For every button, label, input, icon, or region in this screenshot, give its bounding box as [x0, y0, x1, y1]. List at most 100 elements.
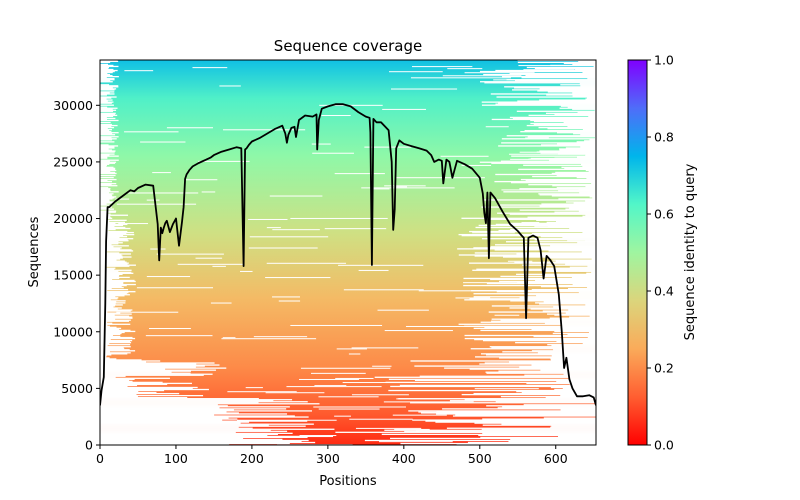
gap-right: [587, 336, 596, 339]
gap-right: [415, 430, 596, 432]
gap-right: [399, 384, 596, 387]
gap-right: [410, 402, 596, 404]
gap-right: [500, 275, 596, 278]
gap-right: [494, 180, 596, 183]
gap-left: [100, 71, 113, 74]
gap-right: [579, 83, 596, 85]
gap-left: [100, 131, 112, 133]
gap-right: [586, 272, 596, 274]
gap-inner: [212, 265, 226, 267]
gap-right: [464, 334, 596, 337]
gap-right: [559, 148, 596, 150]
gap-right: [474, 255, 596, 257]
gap-left: [100, 127, 108, 130]
gap-right: [514, 87, 596, 89]
gap-inner: [507, 260, 533, 262]
gap-left: [100, 239, 128, 241]
gap-left: [100, 426, 239, 428]
gap-left: [100, 440, 302, 443]
gap-left: [100, 212, 108, 214]
gap-right: [550, 359, 596, 361]
gap-right: [496, 291, 596, 293]
gap-right: [474, 422, 596, 424]
gap-left: [100, 291, 136, 293]
gap-right: [446, 427, 596, 429]
gap-right: [509, 361, 596, 363]
gap-left: [100, 176, 114, 179]
gap-inner: [519, 151, 596, 153]
gap-left: [100, 317, 133, 319]
gap-right: [548, 250, 596, 252]
gap-left: [100, 252, 120, 254]
gap-right: [585, 214, 596, 216]
gap-left: [100, 126, 115, 129]
gap-right: [502, 256, 596, 258]
gap-right: [467, 441, 596, 444]
gap-left: [100, 233, 135, 236]
gap-left: [100, 72, 108, 75]
gap-inner: [525, 137, 549, 139]
gap-inner: [509, 153, 585, 155]
gap-right: [464, 337, 596, 340]
gap-inner: [118, 223, 149, 225]
gap-left: [100, 318, 116, 320]
gap-left: [100, 396, 138, 398]
gap-right: [521, 77, 596, 79]
gap-left: [100, 87, 113, 89]
gap-left: [100, 73, 111, 76]
gap-right: [469, 230, 596, 233]
gap-left: [100, 216, 111, 218]
gap-right: [586, 177, 596, 180]
gap-right: [592, 197, 596, 199]
y-tick-label: 25000: [53, 154, 93, 169]
gap-right: [539, 303, 596, 305]
gap-right: [458, 323, 596, 325]
gap-inner: [382, 108, 427, 110]
gap-left: [100, 93, 115, 95]
gap-right: [384, 429, 596, 431]
gap-left: [100, 156, 108, 158]
gap-left: [100, 429, 271, 431]
gap-right: [556, 174, 596, 177]
gap-inner: [265, 277, 331, 279]
gap-inner: [311, 372, 366, 374]
gap-inner: [405, 325, 495, 327]
gap-right: [556, 132, 596, 134]
gap-right: [497, 407, 596, 409]
gap-inner: [396, 177, 485, 179]
gap-left: [100, 423, 314, 425]
gap-left: [100, 224, 124, 227]
gap-left: [100, 300, 126, 302]
gap-right: [582, 128, 596, 131]
gap-right: [478, 434, 596, 437]
gap-left: [100, 420, 308, 422]
gap-right: [571, 276, 596, 279]
gap-right: [556, 187, 596, 189]
gap-left: [100, 89, 115, 91]
gap-left: [100, 197, 115, 199]
gap-right: [565, 208, 596, 210]
gap-left: [100, 310, 131, 312]
gap-inner: [530, 157, 556, 159]
gap-left: [100, 316, 133, 318]
gap-inner: [265, 392, 325, 394]
y-tick-label: 15000: [53, 268, 93, 283]
gap-right: [512, 89, 596, 91]
gap-left: [100, 434, 268, 437]
gap-inner: [128, 192, 199, 194]
gap-inner: [523, 69, 575, 71]
gap-inner: [440, 155, 489, 157]
gap-right: [565, 263, 596, 265]
gap-left: [100, 276, 130, 279]
gap-right: [542, 310, 596, 312]
gap-right: [410, 360, 596, 362]
y-axis-label: Sequences: [27, 216, 42, 287]
gap-right: [523, 404, 596, 406]
gap-right: [482, 432, 596, 434]
gap-left: [100, 203, 107, 205]
gap-left: [100, 364, 220, 366]
gap-left: [100, 106, 108, 108]
gap-left: [100, 262, 129, 264]
gap-right: [562, 324, 596, 326]
gap-right: [461, 217, 596, 219]
